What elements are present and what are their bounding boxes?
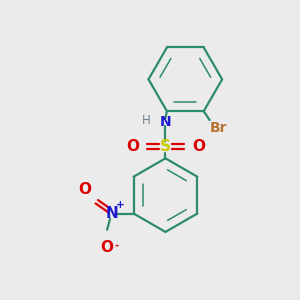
Text: Br: Br xyxy=(210,121,228,135)
Text: O: O xyxy=(192,139,205,154)
Text: N: N xyxy=(105,206,118,221)
Text: H: H xyxy=(142,113,151,127)
Text: O: O xyxy=(126,139,139,154)
Text: O: O xyxy=(79,182,92,197)
Text: N: N xyxy=(160,115,171,128)
Text: -: - xyxy=(114,241,118,251)
Text: O: O xyxy=(100,240,114,255)
Text: S: S xyxy=(160,139,171,154)
Text: +: + xyxy=(116,200,125,210)
